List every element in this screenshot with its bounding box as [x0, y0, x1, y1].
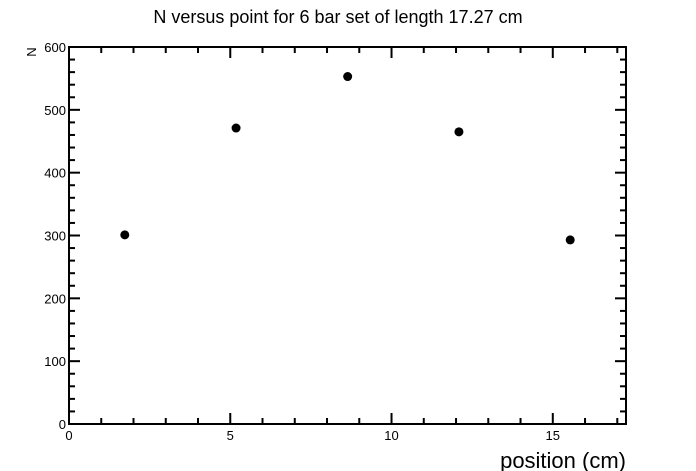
x-axis-title: position (cm) [500, 448, 626, 471]
x-tick-label: 0 [65, 428, 72, 443]
data-point [343, 72, 353, 82]
x-tick-labels: 0 5 10 15 [65, 428, 560, 443]
y-tick-label: 200 [44, 291, 66, 306]
y-axis-title: N [24, 47, 39, 56]
x-tick-label: 10 [384, 428, 398, 443]
plot-frame [68, 46, 627, 425]
y-tick-label: 500 [44, 103, 66, 118]
y-tick-label: 100 [44, 354, 66, 369]
y-tick-label: 300 [44, 229, 66, 244]
y-tick-label: 0 [59, 417, 66, 432]
axis-ticks [68, 46, 626, 425]
chart-title: N versus point for 6 bar set of length 1… [153, 7, 522, 27]
y-tick-labels: 0 100 200 300 400 500 600 [44, 40, 66, 432]
y-tick-label: 400 [44, 166, 66, 181]
x-tick-label: 15 [546, 428, 560, 443]
data-point [231, 123, 241, 133]
y-tick-label: 600 [44, 40, 66, 55]
data-point [565, 235, 575, 245]
data-point [454, 127, 464, 137]
data-points [120, 72, 575, 245]
data-point [120, 230, 130, 240]
x-tick-label: 5 [227, 428, 234, 443]
